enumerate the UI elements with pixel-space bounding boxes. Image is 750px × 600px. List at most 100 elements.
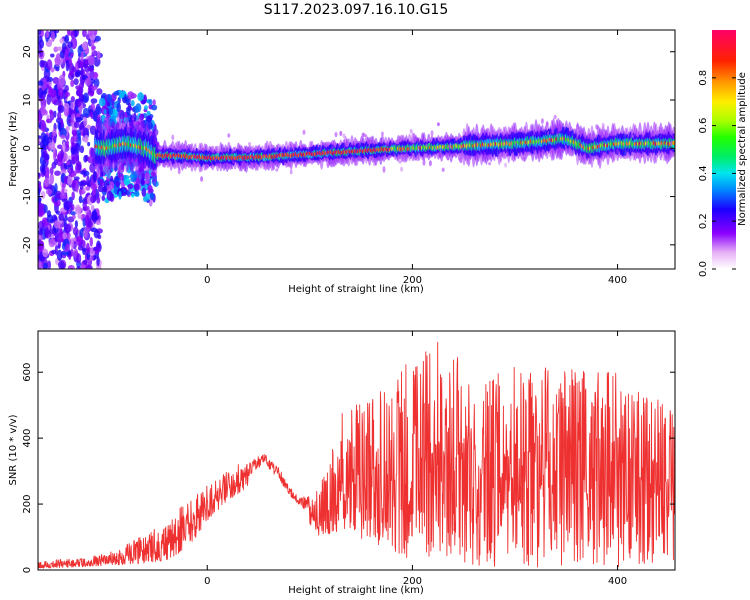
- spectrogram-cell: [71, 66, 76, 73]
- spectrogram-cell: [87, 30, 94, 37]
- spectrogram-cell: [446, 157, 450, 161]
- spectrogram-cell: [134, 191, 140, 197]
- spectrogram-cell: [79, 182, 84, 190]
- spectrogram-cell: [106, 93, 113, 103]
- spectrogram-cell: [51, 196, 55, 203]
- spectrogram-cell: [93, 170, 97, 182]
- snr-frame: [37, 330, 676, 571]
- spectrogram-cell: [107, 101, 111, 107]
- spectrogram-ticks: 0 200 400 -20 -10 0 10 20: [22, 30, 675, 286]
- spectrogram-cell: [39, 164, 45, 173]
- spectrogram-cell: [430, 130, 434, 137]
- spectrogram-cell: [144, 193, 150, 201]
- spectrogram-cell: [54, 183, 58, 193]
- spectrogram-cell: [70, 95, 75, 103]
- spectrogram-ytick-label: 10: [22, 94, 33, 107]
- spectrogram-cell: [62, 141, 66, 153]
- spectrogram-cell: [119, 90, 125, 99]
- figure-title: S117.2023.097.16.10.G15: [264, 2, 449, 18]
- spectrogram-cell: [87, 67, 95, 72]
- spectrogram-cell: [488, 161, 492, 166]
- spectrogram-cell: [127, 91, 135, 100]
- colorbar: 0.0 0.2 0.4 0.6 0.8 Normalized spectral ampl…: [698, 30, 748, 277]
- spectrogram-cell: [55, 190, 62, 200]
- spectrogram-cell: [38, 204, 44, 216]
- spectrogram-cell: [51, 161, 57, 169]
- spectrogram-cell: [422, 159, 426, 166]
- spectrogram-cell: [56, 249, 63, 261]
- spectrogram-cell: [38, 87, 43, 99]
- spectrogram-cell: [92, 246, 98, 252]
- spectrogram-cell: [83, 116, 88, 127]
- spectrogram-cell: [151, 104, 158, 111]
- snr-ytick-label: 0: [22, 567, 33, 573]
- spectrogram-cell: [71, 141, 75, 147]
- spectrogram-cell: [42, 248, 49, 258]
- spectrogram-cell: [130, 99, 135, 107]
- spectrogram-cell: [78, 195, 83, 204]
- spectrogram-cell: [63, 198, 69, 211]
- spectrogram-cell: [85, 242, 90, 254]
- spectrogram-cell: [73, 78, 79, 86]
- spectrogram-cell: [380, 131, 384, 137]
- spectrogram-cell: [177, 167, 181, 175]
- spectrogram-cell: [67, 264, 75, 269]
- spectrogram-cell: [53, 134, 57, 144]
- spectrogram-cell: [52, 77, 60, 85]
- spectrogram-cell: [70, 237, 74, 250]
- spectrogram-cell: [55, 53, 60, 60]
- spectrogram-cell: [38, 30, 42, 36]
- spectrogram-cell: [82, 62, 89, 69]
- spectrogram-cell: [60, 169, 67, 175]
- spectrogram-cell: [45, 188, 53, 195]
- spectrogram-cell: [67, 41, 73, 49]
- spectrogram-cell: [441, 167, 445, 172]
- colorbar-tick-label: 0.6: [698, 118, 709, 134]
- spectrogram-cell: [40, 190, 46, 199]
- spectrogram-cell: [50, 94, 58, 105]
- spectrogram-cell: [59, 38, 64, 44]
- spectrogram-cell: [45, 30, 49, 39]
- spectrogram-cell: [398, 160, 402, 164]
- spectrogram-cell: [79, 70, 84, 76]
- spectrogram-cell: [64, 223, 72, 234]
- spectrogram-cell: [74, 220, 78, 228]
- spectrogram-cell: [459, 157, 463, 164]
- spectrogram-cell: [339, 130, 343, 136]
- spectrogram-cell: [119, 173, 124, 181]
- spectrogram-cell: [85, 185, 91, 191]
- spectrogram-cell: [86, 175, 90, 187]
- spectrogram-cell: [58, 260, 65, 269]
- spectrogram-cell: [49, 166, 54, 175]
- spectrogram-cell: [109, 175, 114, 184]
- spectrogram-cell: [76, 98, 82, 108]
- spectrogram-cell: [38, 197, 42, 203]
- spectrogram-cell: [672, 140, 675, 146]
- spectrogram-cell: [74, 71, 81, 78]
- spectrogram-cell: [122, 174, 130, 180]
- spectrogram-cell: [545, 121, 549, 127]
- spectrogram-cell: [148, 188, 154, 193]
- snr-ytick-label: 200: [22, 495, 33, 514]
- spectrogram-cell: [38, 172, 41, 177]
- spectrogram-cell: [49, 109, 53, 115]
- spectrogram-cell: [38, 229, 43, 236]
- spectrogram-cell: [108, 106, 114, 116]
- spectrogram-cell: [95, 220, 101, 226]
- spectrogram-cell: [504, 162, 508, 168]
- spectrogram-cell: [148, 98, 153, 106]
- spectrogram-ytick-label: -10: [22, 188, 33, 204]
- spectrogram-cell: [133, 183, 140, 191]
- spectrogram-cell: [141, 99, 146, 105]
- spectrogram-cell: [64, 34, 69, 44]
- spectrogram-cell: [41, 60, 48, 68]
- spectrogram-cell: [96, 88, 103, 95]
- spectrogram-cell: [51, 249, 57, 255]
- snr-ticks: 0 200 400 0 200 400 600: [22, 331, 675, 587]
- spectrogram-cell: [62, 232, 68, 240]
- spectrogram-cell: [83, 227, 88, 239]
- spectrogram-cell: [87, 220, 93, 229]
- spectrogram-cell: [41, 152, 47, 159]
- spectrogram-cell: [82, 247, 87, 256]
